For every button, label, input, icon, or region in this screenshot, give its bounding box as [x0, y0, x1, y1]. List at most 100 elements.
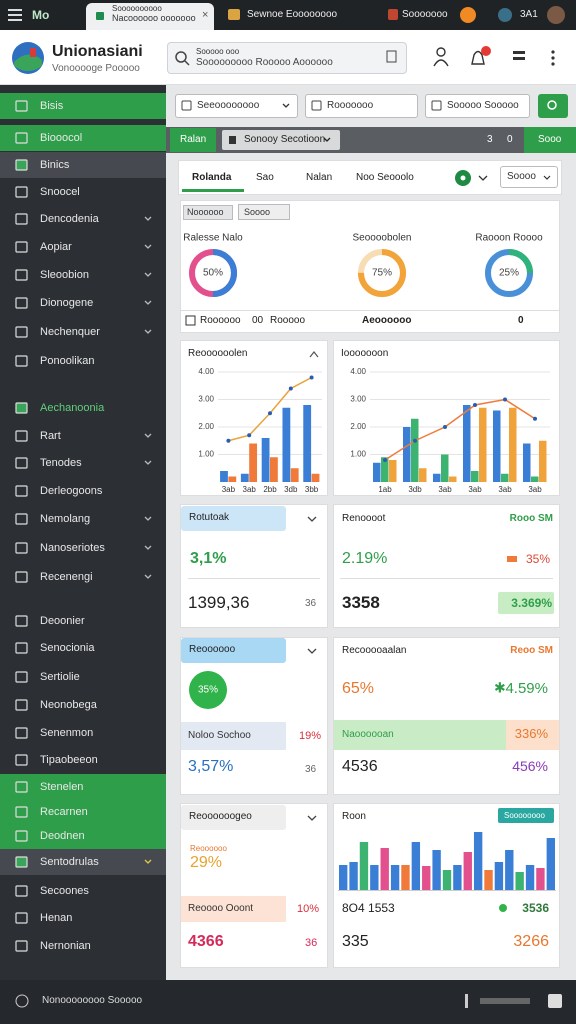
sidebar-item-label[interactable]: Henan [40, 912, 73, 924]
sidebar-item-label[interactable]: Tenodes [40, 457, 82, 469]
card-tag: Rooo SM [509, 513, 553, 524]
stat-footer: 8O4 1553 [342, 901, 395, 915]
card-title: Reoooooo [189, 644, 236, 655]
sidebar-item-active[interactable] [0, 823, 166, 849]
stat-value: 3,57% [188, 758, 234, 775]
search-text: Sooooooooo Rooooo Aoooooo [196, 57, 333, 68]
tab[interactable]: Noo Seooolo [356, 172, 414, 183]
sidebar-item-label[interactable]: Recarnen [40, 806, 88, 818]
sidebar-item-label[interactable]: Tipaobeeon [40, 754, 98, 766]
card-title: Rotutoak [189, 512, 230, 523]
subbar-select[interactable] [222, 130, 340, 150]
card-divider [340, 578, 553, 579]
sidebar-item-label[interactable]: Snoocel [40, 186, 80, 198]
stat-sub-value: 10% [297, 903, 320, 915]
sidebar-item-label[interactable]: Deoonier [40, 615, 85, 627]
stat-percent: 65% [342, 680, 375, 697]
card-title: Roon [342, 811, 366, 822]
browser-tab[interactable] [86, 3, 214, 30]
stat-percent-2: 35% [525, 552, 550, 566]
tab[interactable]: Nalan [306, 172, 333, 183]
filter-label[interactable]: Sooooo Sooooo [447, 100, 519, 111]
sidebar-item-label[interactable]: Recenengi [40, 571, 93, 583]
tabs-select-label[interactable]: Soooo [507, 171, 536, 182]
search-label: Sooooo ooo [196, 47, 240, 56]
stat-percent: 29% [190, 854, 223, 871]
tab[interactable]: Rolanda [192, 172, 232, 183]
filter-label[interactable]: Seeoooooooo [197, 100, 260, 111]
card-tag: Soooooooo [504, 811, 545, 820]
stat-percent: 3,1% [190, 550, 227, 567]
sidebar-item-active[interactable] [0, 799, 166, 825]
sidebar-item-label[interactable]: Nechenquer [40, 326, 100, 338]
sidebar-item-active[interactable] [0, 125, 166, 151]
stat-note: 36 [305, 764, 317, 775]
subbar-right-label[interactable]: Sooo [538, 134, 562, 145]
sidebar-item-label[interactable]: Binics [40, 159, 70, 171]
sidebar-item-label[interactable]: Rart [40, 430, 61, 442]
overview-footer-mid2: Rooooo [270, 315, 306, 326]
sidebar-item-label[interactable]: Dionogene [40, 297, 94, 309]
stat-footer-2: 3536 [522, 901, 549, 915]
sidebar-item-label[interactable]: Bisis [40, 100, 64, 112]
filter-label[interactable]: Rooooooo [327, 100, 374, 111]
sidebar-item-label[interactable]: Aechanoonia [40, 402, 105, 414]
sidebar-item-label[interactable]: Secoones [40, 885, 89, 897]
overview-select-label[interactable]: Soooo [244, 207, 271, 217]
sidebar-item-label[interactable]: Derleogoons [40, 485, 103, 497]
sidebar-item-label[interactable]: Senenmon [40, 727, 94, 739]
sidebar-item-label[interactable]: Ponoolikan [40, 355, 95, 367]
sidebar-item-label[interactable]: Sleoobion [40, 269, 89, 281]
overview-select[interactable] [238, 204, 290, 220]
stat-note: 36 [305, 598, 317, 609]
stat-percent: 2.19% [342, 550, 388, 567]
filter-dropdown[interactable] [175, 94, 298, 118]
sidebar-item-label[interactable]: Biooocol [40, 132, 83, 144]
filter-dropdown[interactable] [305, 94, 418, 118]
chart-card [180, 340, 328, 496]
sidebar-item-label[interactable]: Stenelen [40, 781, 84, 793]
sidebar-item-active[interactable] [0, 93, 166, 119]
search-box[interactable] [167, 42, 407, 74]
sidebar-item-label[interactable]: Sertiolie [40, 671, 80, 683]
subbar-select-label[interactable]: Sonooy Secotioon [244, 134, 326, 145]
sidebar-item-label[interactable]: Sentodrulas [40, 856, 99, 868]
chart-card [333, 340, 560, 496]
card-title: Reoooooogeo [189, 811, 252, 822]
filter-dropdown[interactable] [425, 94, 530, 118]
stat-value: 4366 [188, 933, 224, 950]
sidebar-item-label[interactable]: Senocionia [40, 642, 95, 654]
sidebar-item-label[interactable]: Nanoseriotes [40, 542, 105, 554]
stat-value-2: 3266 [513, 933, 549, 950]
card-divider [338, 890, 556, 891]
sidebar-item-label[interactable]: Dencodenia [40, 213, 99, 225]
tabs-select[interactable] [500, 166, 558, 188]
sidebar-item-label[interactable]: Neonobega [40, 699, 97, 711]
sidebar-item-selected[interactable] [0, 152, 166, 178]
tab[interactable]: Sao [256, 172, 274, 183]
browser-tab-2[interactable]: Sewnoe Eoooooooo [247, 9, 338, 20]
browser-badge: 3A1 [520, 9, 538, 20]
sidebar-item-active[interactable] [0, 774, 166, 800]
subbar-count: 3 [487, 134, 493, 145]
chart-title: Iooooooon [341, 348, 389, 359]
overview-footer-mid: 00 [252, 315, 264, 326]
stat-card [180, 637, 328, 795]
stat-card [333, 637, 560, 795]
sidebar-item-label[interactable]: Nemolang [40, 513, 91, 525]
app-subtitle: Vonooooge Pooooo [52, 63, 140, 74]
browser-tab-3[interactable]: Sooooooo [402, 9, 448, 20]
overview-filter[interactable] [183, 205, 233, 220]
sidebar-item-label[interactable]: Deodnen [40, 830, 85, 842]
stat-value: 335 [342, 933, 369, 950]
subbar-left[interactable]: Ralan [180, 134, 207, 145]
sidebar-item-label[interactable]: Aopiar [40, 241, 72, 253]
search-button[interactable] [538, 94, 568, 118]
sidebar-item-selected[interactable] [0, 849, 166, 875]
sidebar-item-label[interactable]: Nernonian [40, 940, 91, 952]
subbar-right[interactable] [524, 127, 576, 153]
subbar-tab[interactable] [170, 128, 216, 152]
overview-filter-label[interactable]: Noooooo [187, 207, 224, 217]
stat-card [180, 803, 328, 968]
